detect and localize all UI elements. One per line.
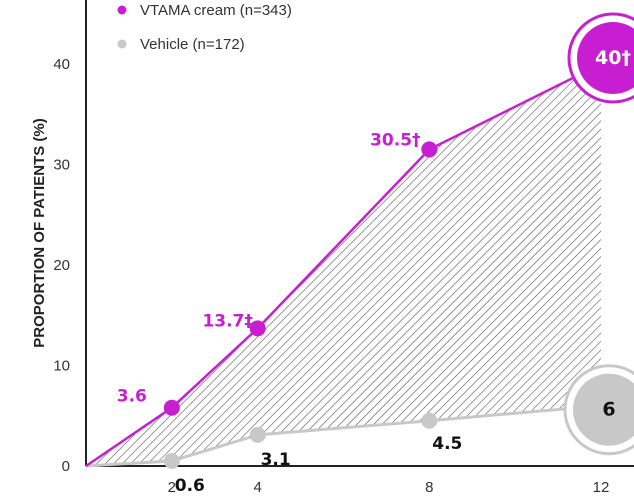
legend-marker-vehicle [117,39,127,49]
legend-label-treatment: VTAMA cream (n=343) [140,2,292,19]
data-point-treatment [249,320,266,337]
data-label-vehicle: 0.6 [175,476,205,496]
data-label-treatment: 13.7‡ [202,311,252,331]
data-label-vehicle: 3.1 [261,450,291,470]
difference-hatch-area [86,64,601,466]
data-label-treatment: 3.6 [117,387,147,407]
x-tick-label: 2 [168,479,176,496]
y-tick-label: 40 [53,56,70,73]
badge-label-treatment: 40† [595,47,631,69]
badge-label-vehicle: 6 [602,399,615,421]
data-point-vehicle [421,412,438,429]
y-axis-title: PROPORTION OF PATIENTS (%) [31,118,48,347]
legend: VTAMA cream (n=343) Vehicle (n=172) [117,2,292,53]
data-point-treatment [163,399,180,416]
y-tick-label: 30 [53,157,70,174]
legend-label-vehicle: Vehicle (n=172) [140,36,245,53]
y-tick-label: 0 [62,458,70,475]
badge-treatment [577,22,634,94]
x-tick-label: 4 [253,479,261,496]
x-tick-label: 12 [593,479,610,496]
data-label-treatment: 30.5† [370,130,420,150]
data-point-vehicle [163,452,180,469]
plot-area: 0.6 3.1 4.5 3.6 13.7‡ 30.5† 6 40† [85,12,634,496]
badge-vehicle [573,373,634,446]
data-label-vehicle: 4.5 [432,434,462,454]
data-point-treatment [421,141,438,158]
data-point-vehicle [249,426,266,443]
y-tick-label: 20 [53,257,70,274]
legend-marker-treatment [117,5,127,15]
x-tick-label: 8 [425,479,433,496]
y-tick-label: 10 [53,358,70,375]
